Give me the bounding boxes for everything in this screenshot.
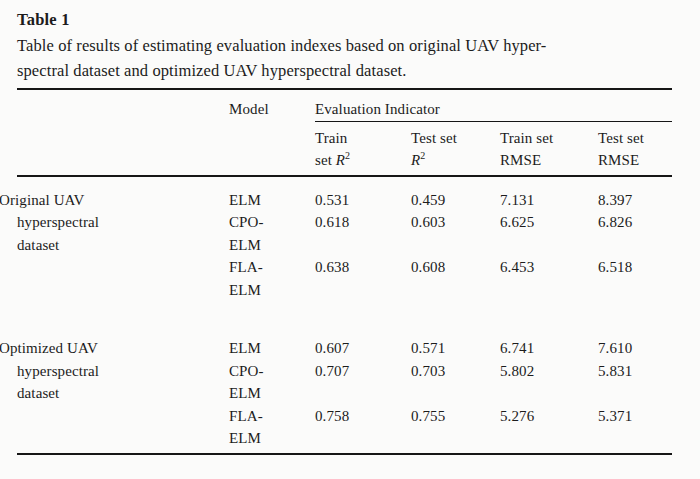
value-cell: 0.571 <box>411 337 500 360</box>
results-table: Model Evaluation Indicator Train set R2 … <box>17 88 672 455</box>
table-header: Model Evaluation Indicator Train set R2 … <box>17 89 672 176</box>
value-cell: 5.371 <box>598 405 672 454</box>
value-cell: 5.831 <box>598 360 672 405</box>
evaluation-indicator-group-header: Evaluation Indicator <box>315 89 672 121</box>
table-caption: Table of results of estimating evaluatio… <box>17 33 679 83</box>
value-cell: 0.603 <box>411 211 500 256</box>
col-header-test-r2: Test set R2 <box>411 121 500 176</box>
page: Table 1 Table of results of estimating e… <box>0 0 700 455</box>
value-cell: 0.531 <box>315 176 411 212</box>
model-name: CPO- ELM <box>229 211 315 256</box>
value-cell: 0.608 <box>411 256 500 337</box>
model-name: ELM <box>229 337 315 360</box>
value-cell: 0.758 <box>315 405 411 454</box>
value-cell: 6.518 <box>598 256 672 337</box>
value-cell: 0.459 <box>411 176 500 212</box>
model-name: CPO- ELM <box>229 360 315 405</box>
model-column-header: Model <box>229 89 315 176</box>
value-cell: 6.826 <box>598 211 672 256</box>
value-cell: 0.638 <box>315 256 411 337</box>
value-cell: 6.453 <box>500 256 598 337</box>
model-name: ELM <box>229 176 315 212</box>
value-cell: 0.703 <box>411 360 500 405</box>
value-cell: 6.625 <box>500 211 598 256</box>
value-cell: 0.607 <box>315 337 411 360</box>
value-cell: 8.397 <box>598 176 672 212</box>
value-cell: 0.707 <box>315 360 411 405</box>
table-row: Original UAV hyperspectral dataset ELM 0… <box>17 176 672 212</box>
table-row: Optimized UAV hyperspectral dataset ELM … <box>17 337 672 360</box>
col-header-train-r2: Train set R2 <box>315 121 411 176</box>
corner-cell <box>17 89 229 176</box>
value-cell: 7.610 <box>598 337 672 360</box>
model-name: FLA- ELM <box>229 256 315 337</box>
model-name: FLA- ELM <box>229 405 315 454</box>
section-label-optimized: Optimized UAV hyperspectral dataset <box>17 337 229 454</box>
value-cell: 0.618 <box>315 211 411 256</box>
table-body: Original UAV hyperspectral dataset ELM 0… <box>17 176 672 454</box>
col-header-train-rmse: Train set RMSE <box>500 121 598 176</box>
col-header-test-rmse: Test set RMSE <box>598 121 672 176</box>
header-row-group: Model Evaluation Indicator <box>17 89 672 121</box>
table-heading: Table 1 <box>17 8 700 31</box>
value-cell: 6.741 <box>500 337 598 360</box>
value-cell: 7.131 <box>500 176 598 212</box>
value-cell: 5.276 <box>500 405 598 454</box>
value-cell: 0.755 <box>411 405 500 454</box>
value-cell: 5.802 <box>500 360 598 405</box>
section-label-original: Original UAV hyperspectral dataset <box>17 176 229 338</box>
